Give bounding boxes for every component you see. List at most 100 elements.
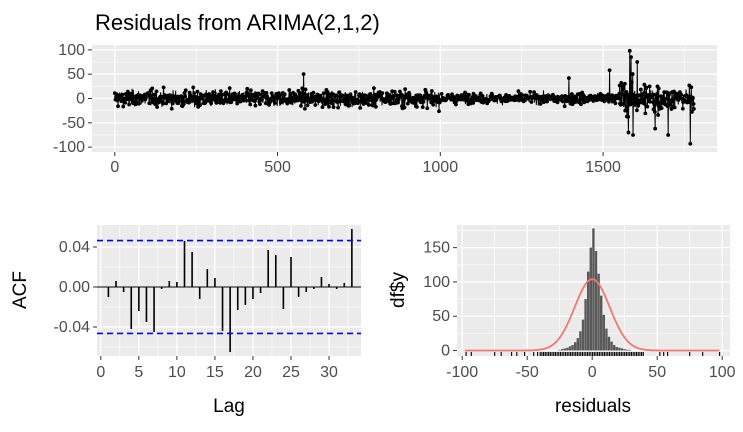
- acf-x-tick-label: 25: [282, 364, 300, 381]
- histogram-bar: [628, 349, 631, 351]
- residual-point: [670, 99, 675, 104]
- histogram-bars: [558, 228, 631, 351]
- residual-point: [302, 106, 307, 111]
- acf-y-ticks: 0.04 0.00 -0.04: [54, 239, 97, 336]
- histogram-bar: [589, 247, 592, 351]
- residual-point: [304, 93, 309, 97]
- residual-point: [287, 88, 292, 92]
- histogram-bar: [587, 271, 590, 351]
- residual-point: [643, 111, 648, 116]
- residual-point: [562, 104, 567, 109]
- residual-point: [345, 100, 350, 104]
- residual-point: [396, 100, 400, 105]
- histogram-bar: [620, 348, 624, 351]
- histogram-bar: [610, 341, 613, 351]
- histogram-y-label: df$y: [388, 272, 409, 308]
- histogram-bar: [607, 336, 611, 351]
- residual-point: [224, 90, 229, 95]
- residual-point: [656, 86, 661, 91]
- residual-point: [248, 88, 253, 93]
- histogram-bar: [581, 319, 585, 351]
- residual-point: [672, 105, 677, 110]
- residual-point: [192, 91, 197, 96]
- histogram-x-label: residuals: [555, 396, 631, 417]
- histogram-bar: [574, 342, 577, 351]
- residual-point: [278, 93, 283, 98]
- residual-point: [687, 100, 691, 104]
- residual-point: [489, 91, 494, 96]
- residual-point: [269, 99, 273, 103]
- residual-point: [337, 90, 342, 95]
- residual-point: [217, 97, 222, 102]
- residual-point: [613, 101, 618, 106]
- residual-point: [431, 102, 436, 107]
- residual-point: [320, 105, 325, 110]
- residual-point: [528, 89, 533, 94]
- histogram-bar: [613, 345, 616, 351]
- residual-point: [651, 92, 656, 97]
- histogram-x-tick-label: 100: [709, 364, 736, 381]
- residual-point: [144, 95, 148, 100]
- residual-point: [260, 97, 264, 102]
- residual-point: [331, 105, 336, 110]
- residual-point: [152, 92, 157, 97]
- residual-point: [647, 84, 652, 89]
- residual-point: [161, 101, 165, 106]
- residual-point: [480, 94, 485, 98]
- histogram-x-tick-label: -100: [446, 364, 478, 381]
- residual-point: [321, 91, 326, 96]
- residual-point: [330, 91, 335, 96]
- residual-point: [330, 101, 335, 106]
- residual-point: [154, 89, 159, 94]
- residuals-x-ticks: 0 500 1000 1500: [110, 152, 621, 176]
- residual-point: [356, 99, 361, 103]
- residual-point: [313, 103, 318, 107]
- residual-point: [232, 91, 237, 96]
- histogram-y-tick-label: 100: [423, 274, 450, 291]
- residual-point: [219, 89, 223, 94]
- residual-point: [358, 105, 363, 110]
- residual-point: [659, 106, 664, 111]
- residual-point: [269, 91, 274, 96]
- residual-point: [125, 89, 130, 94]
- histogram-x-tick-label: -50: [516, 364, 539, 381]
- residual-point: [165, 99, 170, 104]
- residual-point: [656, 113, 660, 117]
- acf-confidence-bounds: [97, 239, 361, 335]
- residual-point: [555, 100, 560, 105]
- residual-point: [242, 98, 247, 103]
- residual-point: [642, 101, 647, 106]
- residual-point: [311, 90, 316, 95]
- acf-bars: [97, 229, 361, 352]
- residuals-y-tick-label: 0: [76, 91, 85, 108]
- residual-point: [398, 89, 402, 94]
- histogram-bar: [626, 349, 629, 351]
- residual-point: [177, 99, 182, 104]
- acf-x-tick-label: 0: [96, 364, 105, 381]
- residuals-points: [112, 48, 696, 146]
- residual-point: [648, 99, 652, 104]
- residual-point: [414, 104, 419, 109]
- residual-point: [282, 92, 287, 97]
- acf-y-tick-label: 0.04: [59, 239, 90, 256]
- residual-point: [380, 91, 385, 96]
- residual-point: [169, 106, 174, 111]
- residual-point: [299, 104, 303, 108]
- residual-point: [421, 99, 426, 104]
- residual-point: [345, 96, 350, 101]
- histogram-bar: [618, 347, 621, 351]
- residual-point: [407, 90, 411, 95]
- histogram-x-tick-label: 0: [588, 364, 597, 381]
- residuals-y-tick-label: 50: [67, 66, 85, 83]
- residual-point: [690, 109, 694, 114]
- residual-point: [629, 80, 634, 85]
- histogram-bar: [558, 349, 561, 351]
- residual-point: [622, 102, 626, 106]
- residual-point: [578, 98, 583, 103]
- residual-point: [258, 102, 262, 106]
- acf-panel: 0 5 10 15 20 25 30 0.04 0.00 -0.04 Lag ACF: [10, 225, 361, 417]
- residual-point: [327, 104, 331, 109]
- residual-point: [607, 99, 611, 104]
- residual-point: [191, 85, 196, 90]
